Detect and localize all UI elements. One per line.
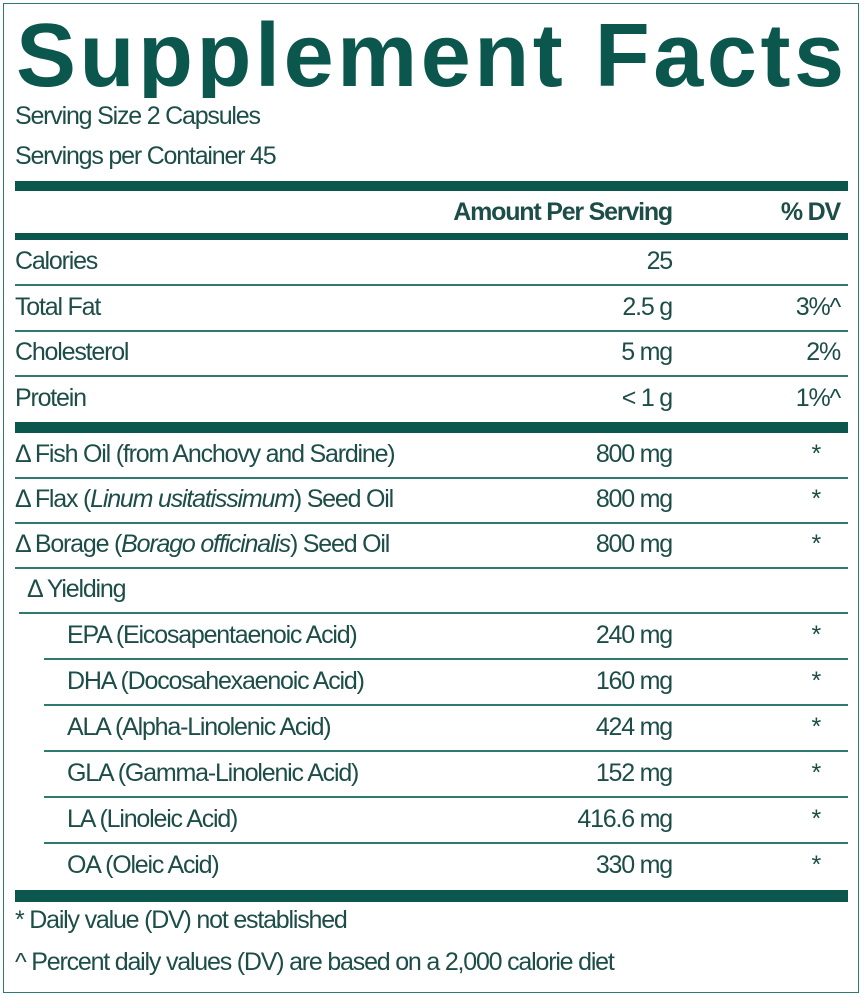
row-divider (15, 522, 848, 524)
dv-header: % DV (780, 198, 841, 226)
amount: 330 mg (595, 851, 673, 879)
table-row: LA (Linoleic Acid) 416.6 mg * (15, 798, 848, 844)
fatty-acid-name: OA (Oleic Acid) (67, 851, 220, 879)
row-divider (44, 842, 848, 844)
table-row: Δ Yielding (15, 568, 848, 614)
ingredient-name-prefix: Δ Flax ( (15, 485, 91, 513)
column-header: Amount Per Serving % DV (15, 192, 848, 233)
table-row: Protein < 1 g 1%^ (15, 377, 848, 422)
daily-value: * (811, 667, 821, 695)
row-divider (19, 612, 848, 614)
table-row: EPA (Eicosapentaenoic Acid) 240 mg * (15, 614, 848, 660)
table-row: Δ Flax (Linum usitatissimum) Seed Oil 800… (15, 478, 848, 524)
botanical-name: Linum usitatissimum (90, 485, 295, 513)
row-divider (44, 750, 848, 752)
daily-value: * (811, 485, 821, 513)
daily-value: * (811, 805, 821, 833)
thick-divider (15, 890, 848, 902)
title-text: Supplement Facts (16, 8, 844, 98)
amount: 416.6 mg (577, 805, 673, 833)
daily-value: * (811, 440, 821, 468)
medium-divider (15, 233, 848, 240)
fatty-acid-name: LA (Linoleic Acid) (67, 805, 238, 833)
fatty-acid-name: ALA (Alpha-Linolenic Acid) (67, 713, 332, 741)
daily-value: * (811, 713, 821, 741)
yielding-label: Δ Yielding (27, 575, 127, 603)
amount: 160 mg (595, 667, 673, 695)
ingredient-name-suffix: ) Seed Oil (289, 530, 390, 558)
row-divider (15, 477, 848, 479)
daily-value: 2% (806, 338, 841, 366)
row-divider (15, 329, 848, 332)
row-divider (44, 658, 848, 660)
fatty-acid-name: GLA (Gamma-Linolenic Acid) (67, 759, 359, 787)
table-row: Total Fat 2.5 g 3%^ (15, 286, 848, 332)
nutrient-name: Cholesterol (15, 338, 129, 366)
amount: 424 mg (595, 713, 673, 741)
row-divider (15, 284, 848, 286)
ingredient-name: Δ Flax (Linum usitatissimum) Seed Oil (15, 485, 394, 514)
fatty-acid-name: DHA (Docosahexaenoic Acid) (67, 667, 365, 695)
daily-value: 1%^ (795, 383, 841, 412)
ingredient-name-suffix: ) Seed Oil (293, 485, 394, 513)
amount: 800 mg (595, 440, 673, 468)
table-row: OA (Oleic Acid) 330 mg * (15, 844, 848, 889)
row-divider (15, 567, 848, 569)
thick-divider (15, 422, 848, 433)
ingredient-name: Δ Fish Oil (from Anchovy and Sardine) (15, 440, 396, 469)
row-divider (44, 704, 848, 706)
nutrient-name: Protein (15, 383, 87, 412)
amount: 240 mg (595, 621, 673, 649)
amount: 25 (646, 247, 674, 275)
amount: < 1 g (621, 383, 674, 412)
daily-value: * (811, 759, 821, 787)
row-divider (15, 375, 848, 377)
amount: 800 mg (595, 485, 673, 513)
footnote-percent-dv: ^ Percent daily values (DV) are based on… (15, 948, 615, 976)
botanical-name: Borago officinalis (121, 530, 291, 558)
amount: 2.5 g (622, 292, 673, 321)
table-row: DHA (Docosahexaenoic Acid) 160 mg * (15, 660, 848, 706)
daily-value: * (811, 621, 821, 649)
serving-size: Serving Size 2 Capsules (15, 102, 261, 130)
amount-header: Amount Per Serving (453, 198, 673, 226)
nutrient-name: Total Fat (15, 292, 101, 321)
table-row: ALA (Alpha-Linolenic Acid) 424 mg * (15, 706, 848, 752)
table-row: Calories 25 (15, 240, 848, 286)
table-row: Cholesterol 5 mg 2% (15, 331, 848, 377)
amount: 5 mg (621, 338, 673, 366)
footnote-dv-not-established: * Daily value (DV) not established (15, 906, 348, 934)
amount: 800 mg (595, 530, 673, 558)
amount: 152 mg (595, 759, 673, 787)
nutrient-name: Calories (15, 247, 98, 275)
label-frame (3, 3, 859, 993)
ingredient-name: Δ Borage (Borago officinalis) Seed Oil (15, 530, 390, 559)
daily-value: * (811, 530, 821, 558)
table-row: Δ Fish Oil (from Anchovy and Sardine) 800… (15, 433, 848, 479)
table-row: GLA (Gamma-Linolenic Acid) 152 mg * (15, 752, 848, 798)
title: Supplement Facts (16, 8, 844, 98)
thick-divider (15, 181, 848, 191)
servings-per-container: Servings per Container 45 (15, 142, 277, 170)
table-row: Δ Borage (Borago officinalis) Seed Oil 80… (15, 523, 848, 569)
daily-value: 3%^ (795, 292, 841, 321)
ingredient-name-prefix: Δ Fish Oil (from Anchovy and Sardine) (15, 440, 396, 468)
row-divider (44, 796, 848, 798)
fatty-acid-name: EPA (Eicosapentaenoic Acid) (67, 621, 358, 649)
ingredient-name-prefix: Δ Borage ( (15, 530, 122, 558)
daily-value: * (811, 851, 821, 879)
